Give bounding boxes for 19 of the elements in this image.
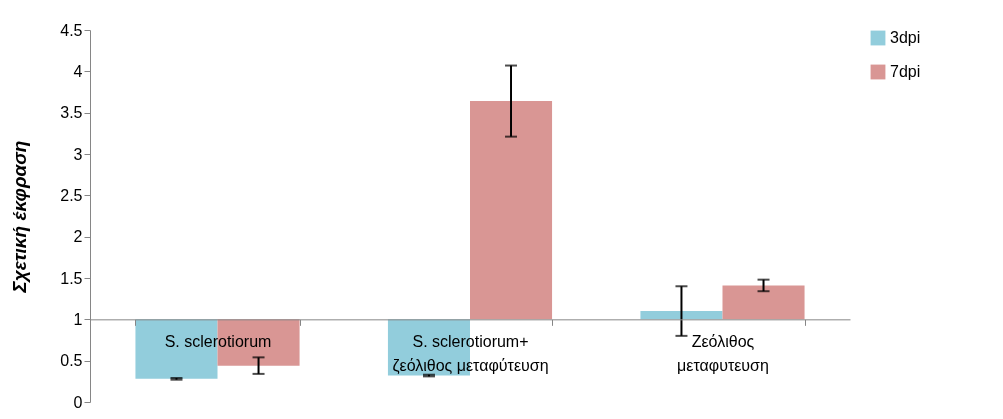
y-tick-label: 4 <box>73 62 83 80</box>
x-tick-label: S. sclerotiorum <box>164 332 272 350</box>
y-tick-label: 1 <box>73 310 83 328</box>
y-tick-label: 3.5 <box>60 104 83 122</box>
y-tick-label: 3 <box>73 145 83 163</box>
x-tick-label: Ζεόλιθος μεταφυτευση <box>677 332 769 374</box>
y-tick-label: 2 <box>73 228 83 246</box>
legend-label: 7dpi <box>890 63 921 80</box>
y-tick-label: 4.5 <box>60 21 83 39</box>
y-tick-label: 0.5 <box>60 352 83 370</box>
y-tick-label: 0 <box>73 393 83 411</box>
bar <box>722 285 805 320</box>
y-tick-label: 2.5 <box>60 186 83 204</box>
y-tick-label: 1.5 <box>60 269 83 287</box>
legend-label: 3dpi <box>890 29 921 46</box>
y-axis-title: Σχετική έκφραση <box>9 140 31 294</box>
bar <box>640 311 723 320</box>
bar <box>470 101 553 320</box>
x-tick-label: S. sclerotiorum+ ζεόλιθος μεταφύτευση <box>392 332 549 375</box>
